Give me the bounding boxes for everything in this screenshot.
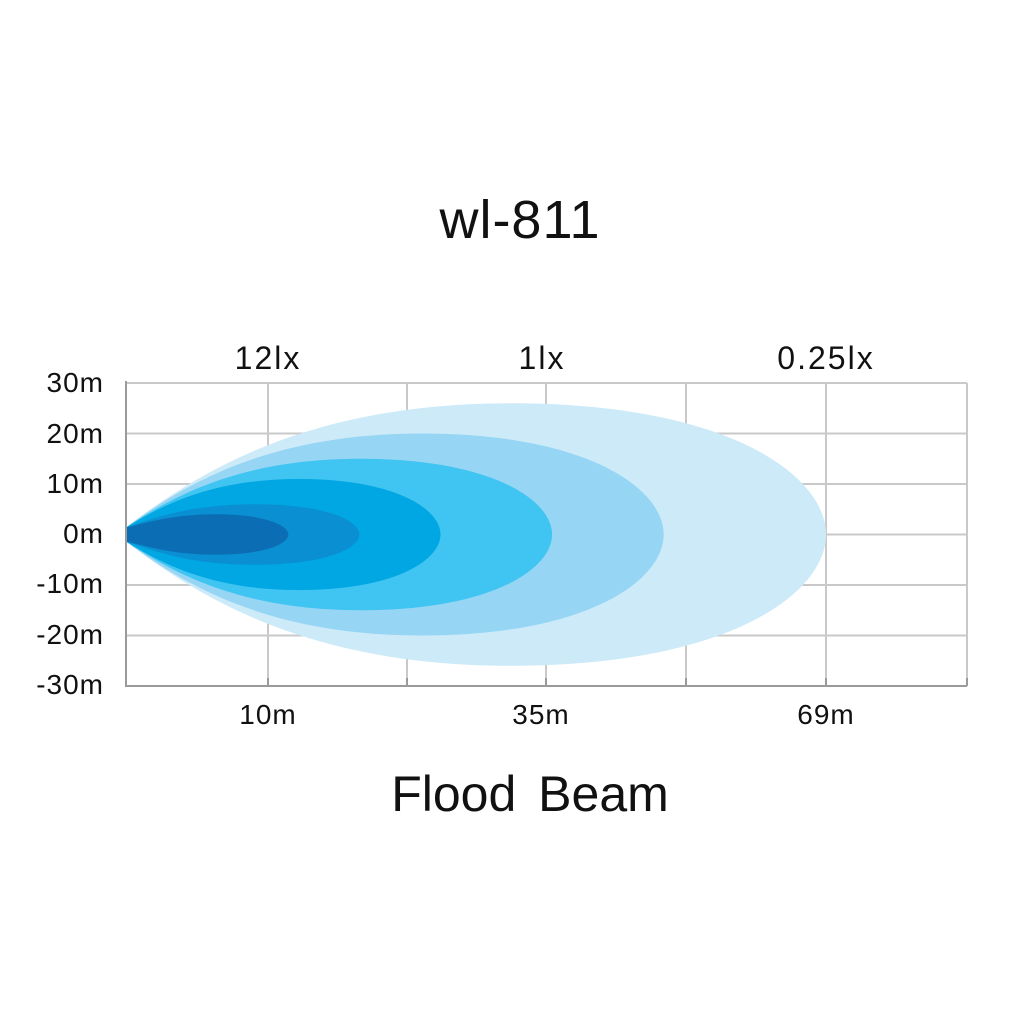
y-tick-label: 20m (47, 418, 104, 449)
x-tick-label: 35m (512, 699, 569, 730)
y-tick-label: -30m (36, 669, 104, 700)
y-tick-label: 10m (47, 468, 104, 499)
x-tick-label: 69m (797, 699, 854, 730)
lux-label: 0.25lx (777, 340, 874, 376)
x-tick-label: 10m (239, 699, 296, 730)
y-tick-label: -10m (36, 568, 104, 599)
chart-title: wl-811 (439, 190, 601, 250)
lux-label: 12lx (235, 340, 302, 376)
y-axis-labels: 30m 20m 10m 0m -10m -20m -30m (36, 367, 104, 700)
axes (125, 381, 968, 687)
lux-label: 1lx (519, 340, 566, 376)
y-tick-label: -20m (36, 619, 104, 650)
beam-zone (126, 514, 289, 555)
y-tick-label: 0m (63, 518, 104, 549)
x-axis-labels: 10m 35m 69m (239, 699, 854, 730)
chart-subtitle: Flood Beam (391, 766, 669, 822)
y-tick-label: 30m (47, 367, 104, 398)
beam-patterns (126, 403, 826, 666)
lux-labels: 12lx 1lx 0.25lx (235, 340, 874, 376)
